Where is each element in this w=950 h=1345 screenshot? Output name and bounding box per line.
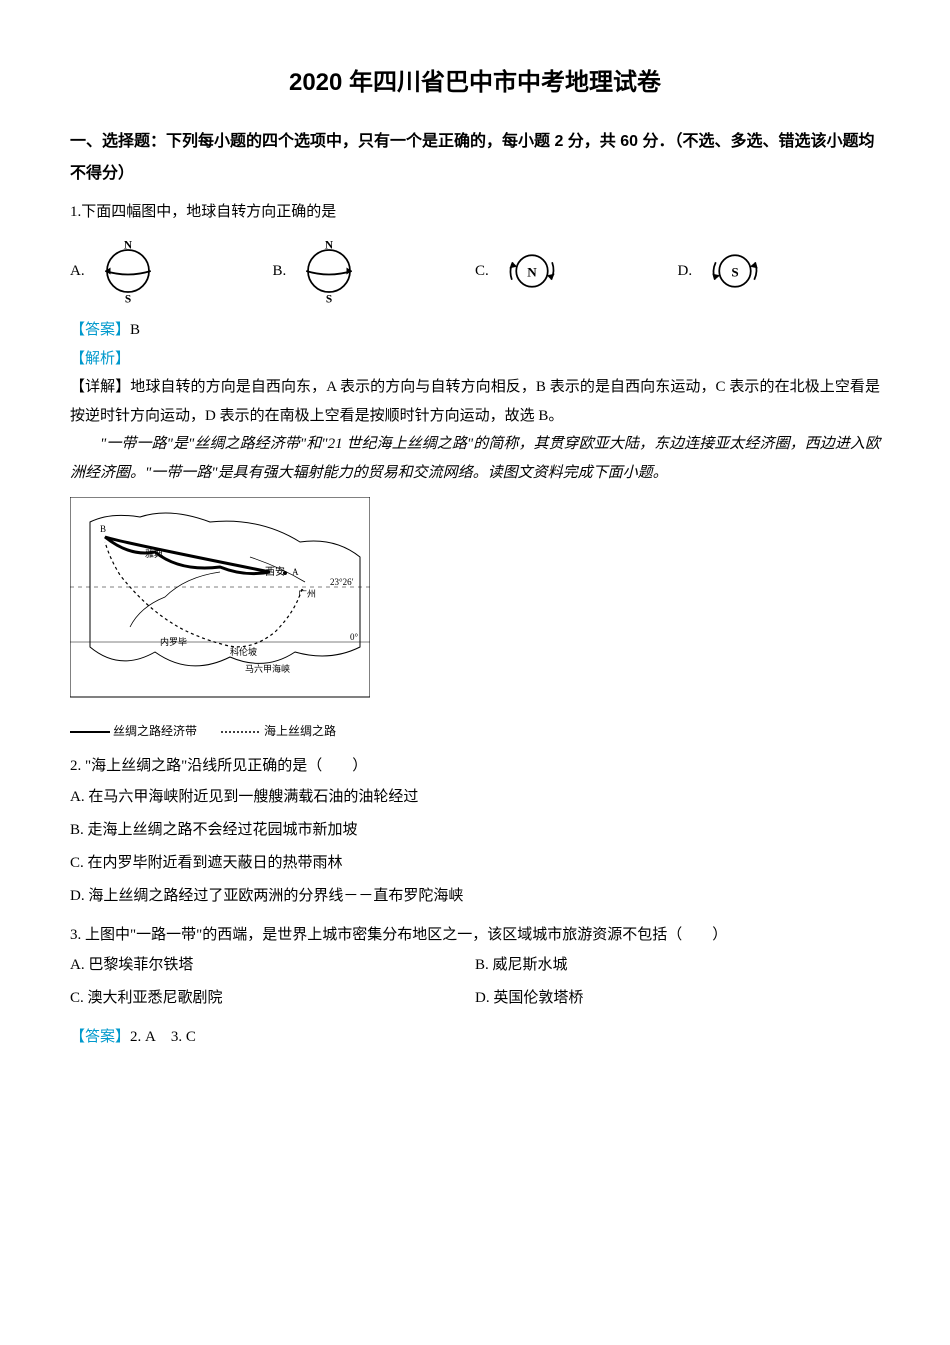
passage-1: "一带一路"是"丝绸之路经济带"和"21 世纪海上丝绸之路"的简称，其贯穿欧亚大… bbox=[70, 430, 880, 487]
q2-optB: B. 走海上丝绸之路不会经过花园城市新加坡 bbox=[70, 814, 880, 847]
svg-text:S: S bbox=[731, 264, 738, 279]
q3-optC: C. 澳大利亚悉尼歌剧院 bbox=[70, 982, 475, 1015]
q1-detail: 【详解】地球自转的方向是自西向东，A 表示的方向与自转方向相反，B 表示的是自西… bbox=[70, 373, 880, 430]
q1-options-row: A. N S B. N S C. N D. bbox=[70, 236, 880, 306]
legend-belt: 丝绸之路经济带 bbox=[113, 724, 197, 738]
svg-text:A: A bbox=[292, 567, 299, 577]
q1-option-c: C. N bbox=[475, 236, 678, 306]
q1-answer: 【答案】B bbox=[70, 316, 880, 345]
q2-optD: D. 海上丝绸之路经过了亚欧两洲的分界线－－直布罗陀海峡 bbox=[70, 880, 880, 913]
map-legend: 丝绸之路经济带 海上丝绸之路 bbox=[70, 720, 880, 743]
svg-text:N: N bbox=[123, 239, 132, 251]
q3-optA: A. 巴黎埃菲尔铁塔 bbox=[70, 949, 475, 982]
q1-optA-label: A. bbox=[70, 257, 85, 286]
map-lat-23: 23°26′ bbox=[330, 577, 354, 587]
exam-title: 2020 年四川省巴中市中考地理试卷 bbox=[70, 60, 880, 106]
q1-optD-label: D. bbox=[678, 257, 693, 286]
q1-optB-label: B. bbox=[273, 257, 287, 286]
map-label-kelunpo: 科伦坡 bbox=[230, 646, 257, 657]
globe-a-icon: N S bbox=[93, 236, 163, 306]
map-label-yadian: 雅典 bbox=[145, 548, 163, 559]
map-label-neiluobi: 内罗毕 bbox=[160, 636, 187, 647]
svg-text:S: S bbox=[124, 294, 130, 306]
q1-option-a: A. N S bbox=[70, 236, 273, 306]
map-lat-0: 0° bbox=[350, 632, 359, 642]
answer-3: 3. C bbox=[171, 1029, 196, 1045]
q1-option-b: B. N S bbox=[273, 236, 476, 306]
q3-optB: B. 威尼斯水城 bbox=[475, 949, 880, 982]
answer-label: 【答案】 bbox=[70, 322, 130, 338]
q1-analysis-label: 【解析】 bbox=[70, 345, 880, 374]
map-label-guangzhou: 广州 bbox=[298, 588, 316, 599]
q1-optC-label: C. bbox=[475, 257, 489, 286]
q2-optA: A. 在马六甲海峡附近见到一艘艘满载石油的油轮经过 bbox=[70, 781, 880, 814]
answer-2: 2. A bbox=[130, 1029, 156, 1045]
answer-value: B bbox=[130, 322, 140, 338]
section-header: 一、选择题：下列每小题的四个选项中，只有一个是正确的，每小题 2 分，共 60 … bbox=[70, 126, 880, 190]
globe-b-icon: N S bbox=[294, 236, 364, 306]
q2-stem: 2. "海上丝绸之路"沿线所见正确的是（ ） bbox=[70, 752, 880, 781]
q2-optC: C. 在内罗毕附近看到遮天蔽日的热带雨林 bbox=[70, 847, 880, 880]
belt-road-map: 雅典 西安 A B 广州 科伦坡 内罗毕 马六甲海峡 23°26′ 0° 丝绸之… bbox=[70, 497, 880, 742]
q1-option-d: D. S bbox=[678, 236, 881, 306]
legend-sea: 海上丝绸之路 bbox=[264, 724, 336, 738]
svg-text:N: N bbox=[527, 264, 537, 279]
q3-optD: D. 英国伦敦塔桥 bbox=[475, 982, 880, 1015]
svg-text:N: N bbox=[325, 239, 334, 251]
q3-stem: 3. 上图中"一路一带"的西端，是世界上城市密集分布地区之一，该区域城市旅游资源… bbox=[70, 921, 880, 950]
globe-d-icon: S bbox=[700, 236, 770, 306]
answer-label-23: 【答案】 bbox=[70, 1029, 130, 1045]
globe-c-icon: N bbox=[497, 236, 567, 306]
q3-options: A. 巴黎埃菲尔铁塔 B. 威尼斯水城 C. 澳大利亚悉尼歌剧院 D. 英国伦敦… bbox=[70, 949, 880, 1015]
q1-stem: 1.下面四幅图中，地球自转方向正确的是 bbox=[70, 198, 880, 227]
svg-text:S: S bbox=[326, 294, 332, 306]
q2q3-answer: 【答案】2. A 3. C bbox=[70, 1023, 880, 1052]
map-label-maliujia: 马六甲海峡 bbox=[245, 663, 290, 674]
map-label-xian: 西安 bbox=[265, 565, 285, 578]
svg-text:B: B bbox=[100, 524, 106, 534]
